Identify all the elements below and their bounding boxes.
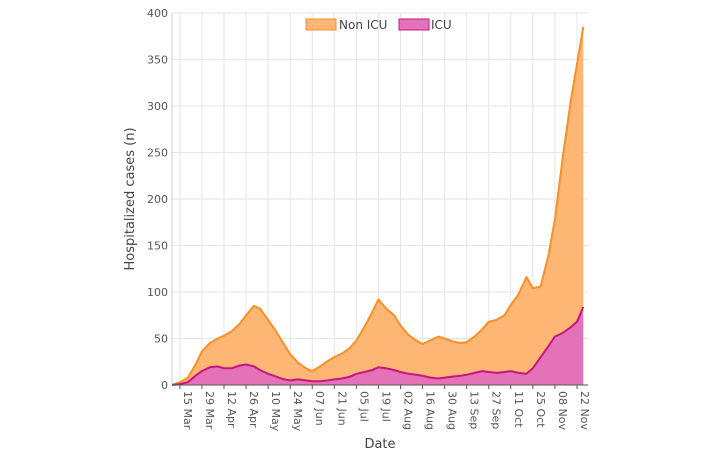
non-icu-area xyxy=(172,26,584,386)
x-tick-label: 21 Jun xyxy=(335,391,348,426)
x-tick-label: 26 Apr xyxy=(247,391,260,428)
x-tick-label: 11 Oct xyxy=(512,391,525,428)
x-tick-label: 30 Aug xyxy=(446,391,459,430)
y-tick-label: 0 xyxy=(161,379,168,392)
y-tick-label: 100 xyxy=(147,286,168,299)
non-icu-line xyxy=(171,26,585,386)
x-tick-label: 02 Aug xyxy=(401,391,414,430)
icu-legend-label: ICU xyxy=(431,18,452,32)
x-tick-label: 08 Nov xyxy=(556,391,569,430)
y-axis: 0 50 100 150 200 250 300 350 400 xyxy=(147,7,173,392)
icu-line xyxy=(171,306,585,386)
y-tick-label: 300 xyxy=(147,100,168,113)
y-axis-title: Hospitalized cases (n) xyxy=(123,127,138,270)
x-tick-label: 05 Jul xyxy=(357,391,370,422)
y-tick-label: 400 xyxy=(147,7,168,20)
y-tick-label: 200 xyxy=(147,193,168,206)
x-tick-label: 13 Sep xyxy=(468,391,481,429)
y-tick-label: 50 xyxy=(154,333,168,346)
plot-areas xyxy=(171,26,585,386)
x-tick-label: 16 Aug xyxy=(424,391,437,430)
y-tick-label: 250 xyxy=(147,147,168,160)
x-tick-label: 27 Sep xyxy=(490,391,503,429)
non-icu-legend-swatch xyxy=(305,18,337,31)
x-tick-label: 15 Mar xyxy=(181,391,194,430)
legend: Non ICU ICU xyxy=(305,18,452,32)
y-tick-label: 150 xyxy=(147,240,168,253)
x-axis: 15 Mar 29 Mar 12 Apr 26 Apr 10 May 24 May 07 J… xyxy=(172,384,591,432)
x-tick-label: 22 Nov xyxy=(578,391,591,430)
x-tick-label: 12 Apr xyxy=(225,391,238,428)
x-axis-title: Date xyxy=(364,437,395,452)
icu-legend-swatch xyxy=(398,18,430,31)
x-tick-label: 10 May xyxy=(269,391,282,432)
x-tick-label: 29 Mar xyxy=(203,391,216,430)
icu-area xyxy=(172,306,584,385)
x-tick-label: 19 Jul xyxy=(379,391,392,422)
y-tick-label: 350 xyxy=(147,54,168,67)
x-tick-label: 07 Jun xyxy=(313,391,326,426)
non-icu-legend-label: Non ICU xyxy=(339,18,387,32)
x-tick-label: 24 May xyxy=(291,391,304,432)
x-tick-label: 25 Oct xyxy=(534,391,547,428)
